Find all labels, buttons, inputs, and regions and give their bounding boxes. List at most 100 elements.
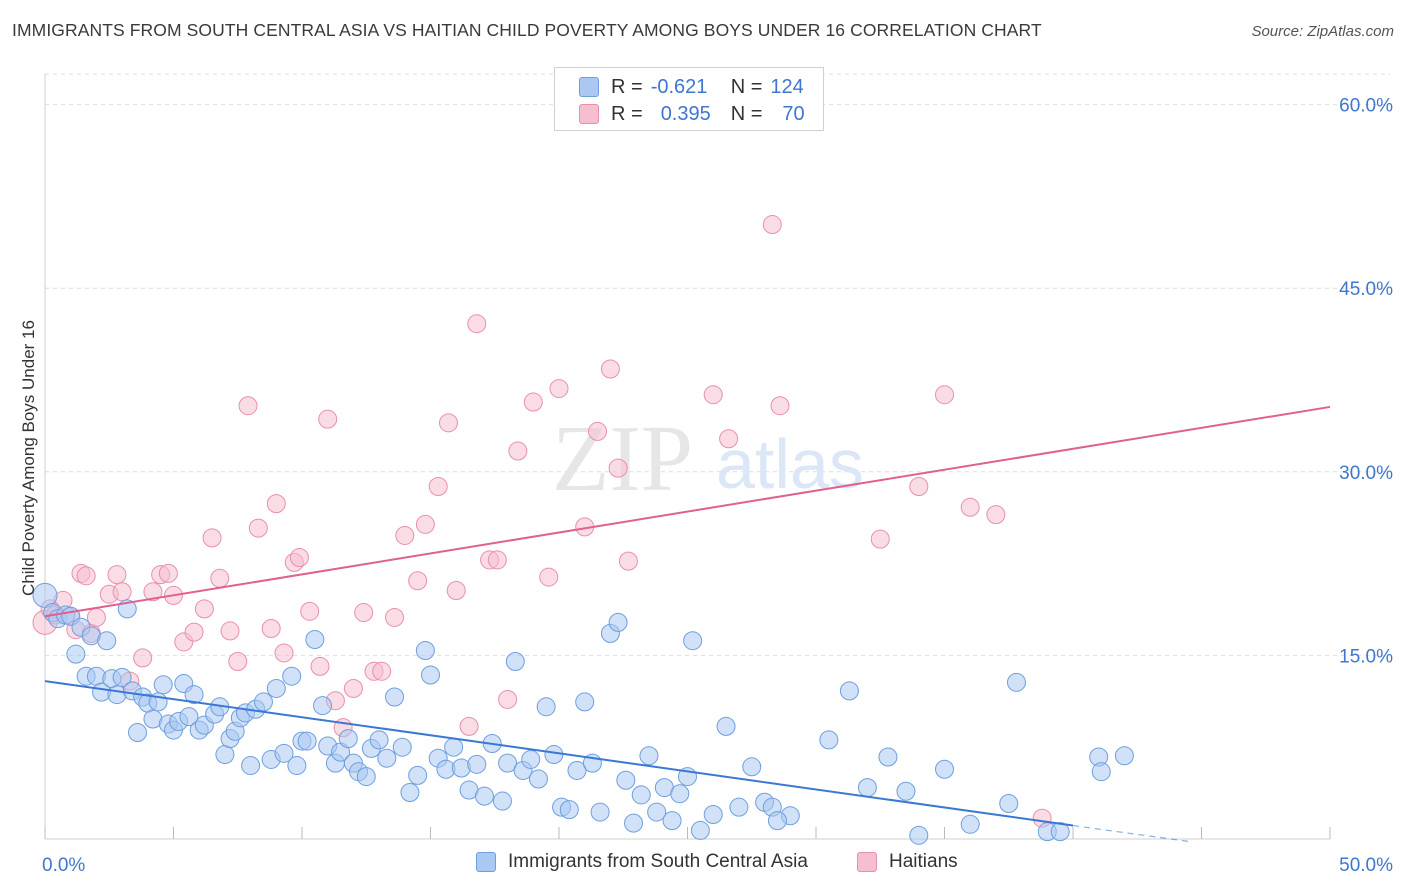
south-central-asia-point bbox=[819, 730, 839, 750]
haitians-point bbox=[318, 409, 338, 429]
haitians-point bbox=[107, 565, 127, 585]
south-central-asia-point bbox=[878, 747, 898, 767]
haitians-point bbox=[395, 525, 415, 545]
south-central-asia-point bbox=[297, 731, 317, 751]
haitians-point bbox=[935, 385, 954, 405]
south-central-asia-point bbox=[670, 784, 690, 804]
haitians-point bbox=[261, 618, 281, 638]
south-central-asia-point bbox=[631, 785, 651, 805]
haitians-point bbox=[467, 314, 487, 334]
haitians-point bbox=[238, 396, 258, 416]
haitians-point bbox=[549, 379, 569, 399]
grid-lines bbox=[45, 73, 1390, 656]
haitians-point bbox=[86, 607, 106, 627]
south-central-asia-point bbox=[385, 687, 405, 707]
south-central-asia-point bbox=[467, 754, 487, 774]
chart-title: IMMIGRANTS FROM SOUTH CENTRAL ASIA VS HA… bbox=[12, 20, 1042, 40]
haitians-point bbox=[960, 497, 980, 517]
haitians-point bbox=[415, 514, 435, 534]
trend-lines bbox=[44, 405, 1331, 843]
haitians-point bbox=[385, 607, 405, 627]
haitians-point bbox=[289, 547, 309, 567]
south-central-asia-point bbox=[369, 730, 389, 750]
south-central-asia-point bbox=[153, 675, 173, 695]
series-legend-item-south-central-asia[interactable]: Immigrants from South Central Asia bbox=[476, 851, 808, 873]
south-central-asia-point bbox=[400, 782, 420, 802]
series-swatch-pink bbox=[857, 852, 877, 872]
south-central-asia-point bbox=[253, 692, 273, 712]
y-tick-label: 60.0% bbox=[1339, 96, 1393, 117]
series-legend-item-haitians[interactable]: Haitians bbox=[857, 851, 958, 873]
haitians-point bbox=[523, 392, 543, 412]
south-central-asia-point bbox=[742, 757, 762, 777]
south-central-asia-point bbox=[767, 811, 787, 831]
south-central-asia-point bbox=[690, 820, 710, 840]
south-central-asia-point bbox=[683, 631, 703, 651]
south-central-asia-point bbox=[184, 685, 204, 705]
haitians-point bbox=[220, 621, 240, 641]
south-central-asia-point bbox=[528, 769, 548, 789]
south-central-asia-point bbox=[421, 665, 440, 685]
haitians-point bbox=[274, 643, 294, 663]
south-central-asia-point bbox=[1091, 762, 1111, 782]
south-central-asia-point bbox=[1050, 822, 1070, 842]
haitians-point bbox=[343, 678, 363, 698]
correlation-legend: R = -0.621 N = 124 R = 0.395 N = 70 bbox=[554, 67, 824, 131]
haitians-point bbox=[76, 566, 96, 586]
haitians-point bbox=[158, 563, 178, 583]
haitians-point bbox=[539, 567, 559, 587]
south-central-asia-point bbox=[215, 745, 235, 765]
x-tick-label: 50.0% bbox=[1339, 855, 1393, 876]
haitians-point bbox=[487, 550, 507, 570]
source-label: Source: ZipAtlas.com bbox=[1251, 23, 1394, 40]
x-tick-label: 0.0% bbox=[42, 855, 85, 876]
haitians-point bbox=[228, 652, 248, 672]
legend-row-south-central-asia: R = -0.621 N = 124 bbox=[579, 75, 804, 99]
haitians-point bbox=[600, 359, 620, 379]
south-central-asia-point bbox=[559, 800, 579, 820]
south-central-asia-point bbox=[857, 778, 877, 798]
watermark-atlas: atlas bbox=[716, 425, 864, 503]
haitians-point bbox=[588, 421, 608, 441]
south-central-asia-point bbox=[567, 760, 587, 780]
south-central-asia-point bbox=[66, 644, 86, 664]
south-central-asia-point bbox=[392, 737, 412, 757]
trend-line-haitians bbox=[44, 405, 1331, 618]
haitians-point bbox=[508, 441, 528, 461]
haitians-point bbox=[184, 622, 204, 642]
y-tick-label: 45.0% bbox=[1339, 279, 1393, 300]
south-central-asia-point bbox=[647, 802, 667, 822]
south-central-asia-point bbox=[313, 696, 333, 716]
haitians-point bbox=[133, 648, 153, 668]
south-central-asia-point bbox=[408, 765, 428, 785]
south-central-asia-point bbox=[575, 692, 595, 712]
south-central-asia-point bbox=[839, 681, 859, 701]
south-central-asia-point bbox=[703, 805, 723, 825]
south-central-asia-point bbox=[729, 797, 749, 817]
south-central-asia-point bbox=[960, 814, 980, 834]
south-central-asia-point bbox=[112, 667, 132, 687]
south-central-asia-point bbox=[662, 811, 682, 831]
south-central-asia-point bbox=[415, 641, 435, 661]
series-swatch-blue bbox=[476, 852, 496, 872]
south-central-asia-point bbox=[287, 756, 307, 776]
haitians-point bbox=[202, 528, 222, 548]
y-axis-title: Child Poverty Among Boys Under 16 bbox=[19, 320, 38, 596]
legend-row-haitians: R = 0.395 N = 70 bbox=[579, 102, 805, 126]
south-central-asia-point bbox=[498, 753, 518, 773]
legend-n-value: 124 bbox=[770, 75, 804, 98]
south-central-asia-point bbox=[97, 631, 117, 651]
axes bbox=[44, 74, 1331, 840]
south-central-asia-point bbox=[608, 612, 628, 632]
south-central-asia-point bbox=[1114, 746, 1134, 766]
haitians-point bbox=[143, 582, 163, 602]
haitians-point bbox=[310, 656, 330, 676]
haitians-point bbox=[608, 458, 628, 478]
trend-line-extension bbox=[1072, 824, 1189, 843]
haitians-point bbox=[770, 396, 790, 416]
haitians-point bbox=[446, 581, 466, 601]
south-central-asia-point bbox=[999, 794, 1019, 814]
south-central-asia-point bbox=[338, 729, 358, 749]
south-central-asia-point bbox=[536, 697, 556, 717]
